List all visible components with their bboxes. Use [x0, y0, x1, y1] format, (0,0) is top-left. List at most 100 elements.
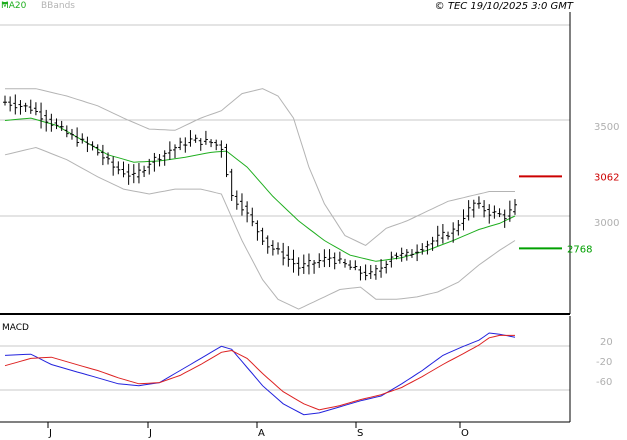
copyright-text: © TEC 19/10/2025 3:0 GMT [435, 1, 574, 12]
price-bar [239, 193, 244, 216]
macd-title: MACD [2, 323, 29, 333]
price-panel: 3062 2768 3500 3000 [0, 12, 619, 315]
chart-header: MA20 BBands © TEC 19/10/2025 3:0 GMT [1, 1, 574, 12]
price-bar [430, 236, 435, 251]
macd-panel: MACD 20 -20 -60 [0, 316, 613, 423]
price-bar [111, 156, 116, 176]
price-bar [317, 253, 322, 268]
price-bar [75, 127, 80, 147]
price-bar [337, 251, 342, 264]
price-bar [142, 165, 147, 178]
price-bar [255, 220, 260, 241]
price-bar [147, 158, 152, 175]
price-bar [90, 141, 95, 151]
macd-tick-label-neg60: -60 [596, 377, 612, 388]
price-bar [64, 125, 69, 138]
price-bar [8, 96, 13, 112]
price-bar [409, 249, 414, 258]
price-bar [312, 260, 317, 274]
price-bar [44, 109, 49, 132]
price-bar [420, 243, 425, 255]
month-label: J [148, 428, 152, 439]
bbands-lower-line [4, 146, 516, 310]
price-bar [198, 138, 203, 151]
price-bar [245, 201, 250, 223]
price-bar [451, 222, 456, 243]
price-bar [203, 130, 208, 145]
price-bar [394, 252, 399, 260]
price-bar [507, 200, 512, 222]
price-bar [497, 208, 502, 218]
price-bar [250, 207, 255, 227]
price-bar [173, 144, 177, 159]
price-bar [54, 118, 59, 130]
month-label: A [258, 428, 265, 439]
price-bar [379, 259, 384, 278]
price-bar [270, 240, 275, 256]
bbands-legend-label: BBands [41, 1, 75, 11]
price-bar [332, 252, 337, 270]
macd-signal-line [4, 334, 515, 411]
price-bar [3, 95, 7, 106]
price-bar [131, 164, 136, 184]
price-bar [33, 102, 38, 116]
price-bar [85, 136, 90, 153]
price-bar [286, 246, 291, 267]
price-bar [327, 249, 332, 268]
price-bar [121, 161, 126, 178]
price-bar [301, 254, 306, 274]
price-bar [502, 209, 507, 228]
price-bar [471, 199, 476, 218]
macd-line [4, 332, 516, 416]
price-bar [49, 113, 54, 132]
month-label: O [461, 428, 469, 439]
y-tick-label-3500: 3500 [594, 122, 619, 133]
price-bar [219, 140, 224, 158]
price-bar [157, 153, 162, 167]
price-levels: 3062 2768 [519, 172, 619, 255]
price-bar [373, 264, 378, 280]
price-bar [265, 235, 270, 254]
y-tick-label-3000: 3000 [594, 218, 619, 229]
price-bar [384, 260, 389, 274]
price-bar [276, 242, 281, 255]
price-bar [404, 249, 409, 261]
price-bar [415, 244, 420, 262]
price-bar [456, 219, 461, 236]
price-bar [100, 144, 105, 166]
price-bar [281, 242, 286, 266]
price-bar [513, 199, 517, 215]
ma20-legend-label: MA20 [1, 1, 27, 11]
price-bar [95, 144, 100, 156]
price-bar [39, 102, 44, 129]
price-bar [368, 264, 373, 279]
price-bar [353, 260, 358, 271]
month-label: S [357, 428, 363, 439]
ma20-path [4, 117, 516, 262]
price-bar [348, 260, 353, 270]
level-label-2768: 2768 [567, 244, 592, 255]
ma20-line [4, 117, 516, 262]
price-bar [162, 150, 167, 166]
macd-lines [4, 332, 516, 416]
price-bar [178, 137, 183, 151]
price-bar [435, 225, 440, 247]
price-bar [136, 162, 141, 184]
price-bar [487, 204, 492, 224]
price-bar [59, 120, 64, 131]
price-bars [3, 94, 517, 281]
price-bar [363, 264, 368, 281]
price-bar [23, 102, 28, 113]
price-bar [234, 190, 239, 210]
price-bar [18, 100, 23, 115]
price-bar [389, 251, 394, 268]
price-bar [482, 200, 487, 218]
price-bar [440, 224, 445, 244]
bbands-upper-line [5, 88, 515, 246]
price-bar [322, 249, 327, 268]
price-bar [466, 200, 471, 221]
price-bar [224, 143, 229, 178]
price-bar [209, 139, 214, 148]
price-bar [291, 249, 296, 273]
